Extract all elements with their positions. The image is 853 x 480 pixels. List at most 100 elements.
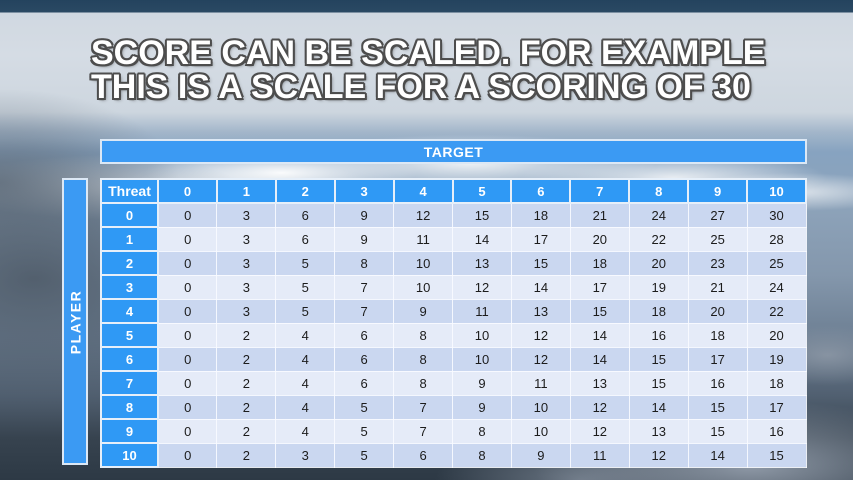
score-cell: 6	[275, 226, 336, 252]
threat-corner-cell: Threat	[100, 178, 159, 204]
score-cell: 20	[746, 322, 807, 348]
table-header-row: Threat 0 1 2 3 4 5 6 7 8 9 10	[100, 178, 807, 204]
score-cell: 3	[216, 226, 277, 252]
score-cell: 4	[275, 370, 336, 396]
score-cell: 21	[569, 202, 630, 228]
score-cell: 30	[746, 202, 807, 228]
score-cell: 9	[452, 370, 512, 396]
table-row: 3 0 3 5 7 10 12 14 17 19 21 24	[100, 274, 807, 300]
player-header-bar: PLAYER	[62, 178, 88, 465]
score-cell: 17	[569, 274, 630, 300]
score-cell: 23	[687, 250, 748, 276]
target-column-header: 5	[451, 178, 513, 204]
score-cell: 2	[216, 394, 277, 420]
table-row: 9 0 2 4 5 7 8 10 12 13 15 16	[100, 418, 807, 444]
score-cell: 12	[628, 442, 689, 468]
score-cell: 5	[275, 274, 336, 300]
score-cell: 13	[569, 370, 630, 396]
table-row: 1 0 3 6 9 11 14 17 20 22 25 28	[100, 226, 807, 252]
score-cell: 24	[746, 274, 807, 300]
score-cell: 6	[334, 322, 395, 348]
score-cell: 2	[216, 346, 277, 372]
score-cell: 9	[334, 202, 395, 228]
score-cell: 12	[569, 394, 630, 420]
score-cell: 11	[510, 370, 571, 396]
score-cell: 6	[393, 442, 454, 468]
score-cell: 7	[393, 394, 454, 420]
score-cell: 16	[628, 322, 689, 348]
target-header-bar: TARGET	[100, 139, 807, 164]
score-cell: 15	[510, 250, 571, 276]
target-column-header: 9	[687, 178, 749, 204]
player-row-header: 4	[100, 298, 159, 324]
player-row-header: 2	[100, 250, 159, 276]
table-row: 2 0 3 5 8 10 13 15 18 20 23 25	[100, 250, 807, 276]
score-cell: 12	[569, 418, 630, 444]
target-column-header: 0	[157, 178, 218, 204]
score-cell: 16	[746, 418, 807, 444]
score-cell: 9	[510, 442, 571, 468]
score-cell: 4	[275, 346, 336, 372]
score-cell: 13	[510, 298, 571, 324]
score-cell: 0	[157, 442, 218, 468]
score-cell: 0	[157, 322, 218, 348]
player-row-header: 7	[100, 370, 159, 396]
score-cell: 14	[569, 346, 630, 372]
score-cell: 14	[687, 442, 748, 468]
score-cell: 3	[216, 298, 277, 324]
score-cell: 19	[746, 346, 807, 372]
score-cell: 18	[746, 370, 807, 396]
score-cell: 5	[334, 418, 395, 444]
score-cell: 14	[452, 226, 512, 252]
score-cell: 25	[687, 226, 748, 252]
score-cell: 12	[452, 274, 512, 300]
score-cell: 19	[628, 274, 689, 300]
score-cell: 2	[216, 418, 277, 444]
score-cell: 27	[687, 202, 748, 228]
target-header-label: TARGET	[423, 143, 484, 160]
title-line-2: THIS IS A SCALE FOR A SCORING OF 30	[91, 68, 751, 106]
score-cell: 15	[687, 394, 748, 420]
score-cell: 0	[157, 226, 218, 252]
score-cell: 13	[452, 250, 512, 276]
player-row-header: 10	[100, 442, 159, 468]
score-cell: 25	[746, 250, 807, 276]
target-column-header: 6	[510, 178, 572, 204]
score-cell: 17	[746, 394, 807, 420]
score-cell: 11	[452, 298, 512, 324]
score-cell: 18	[687, 322, 748, 348]
target-column-header: 3	[333, 178, 395, 204]
score-cell: 6	[334, 370, 395, 396]
score-cell: 14	[510, 274, 571, 300]
table-row: 7 0 2 4 6 8 9 11 13 15 16 18	[100, 370, 807, 396]
score-cell: 0	[157, 298, 218, 324]
table-row: 10 0 2 3 5 6 8 9 11 12 14 15	[100, 442, 807, 468]
score-cell: 18	[510, 202, 571, 228]
player-row-header: 3	[100, 274, 159, 300]
score-cell: 15	[569, 298, 630, 324]
score-cell: 20	[628, 250, 689, 276]
score-table: Threat 0 1 2 3 4 5 6 7 8 9 10 0 0 3 6 9 12 15 18 21 24 27 30 1 0…	[100, 178, 807, 468]
score-cell: 0	[157, 370, 218, 396]
score-cell: 8	[452, 418, 512, 444]
score-cell: 28	[746, 226, 807, 252]
score-cell: 10	[452, 346, 512, 372]
score-cell: 10	[510, 418, 571, 444]
score-cell: 22	[746, 298, 807, 324]
score-cell: 0	[157, 202, 218, 228]
score-cell: 0	[157, 250, 218, 276]
score-cell: 15	[628, 370, 689, 396]
score-cell: 6	[334, 346, 395, 372]
player-row-header: 0	[100, 202, 159, 228]
score-cell: 15	[452, 202, 512, 228]
score-cell: 20	[687, 298, 748, 324]
score-cell: 18	[569, 250, 630, 276]
score-cell: 4	[275, 394, 336, 420]
target-column-header: 4	[392, 178, 454, 204]
score-cell: 3	[275, 442, 336, 468]
score-cell: 11	[393, 226, 454, 252]
score-cell: 8	[393, 322, 454, 348]
table-row: 4 0 3 5 7 9 11 13 15 18 20 22	[100, 298, 807, 324]
player-row-header: 6	[100, 346, 159, 372]
